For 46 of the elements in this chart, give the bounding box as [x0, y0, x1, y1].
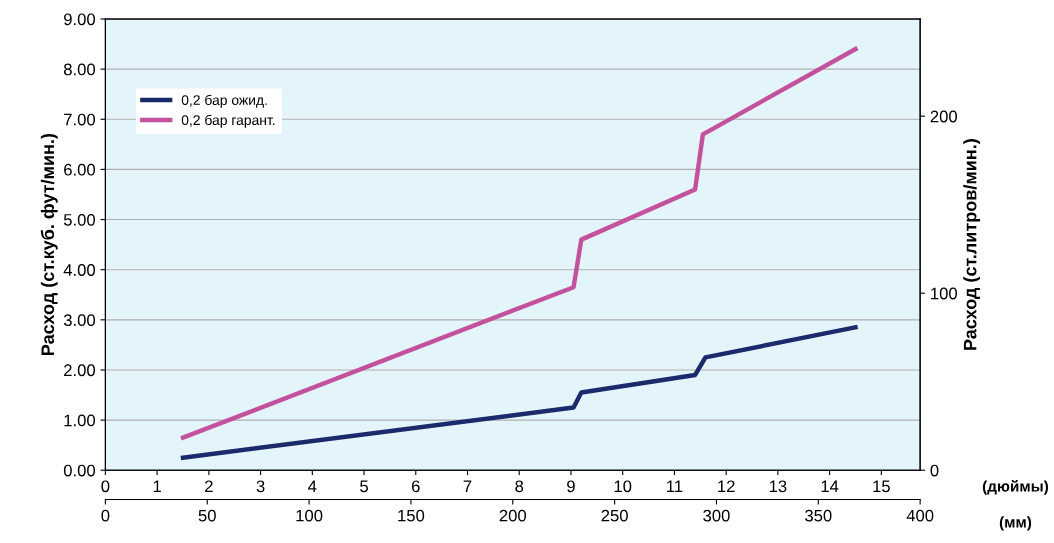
- x-tick-label: 8: [515, 480, 524, 493]
- x2-tick-label: 300: [703, 509, 730, 522]
- y-tick-label: 6.00: [64, 163, 96, 176]
- x-tick-label: 14: [821, 480, 839, 493]
- x-tick-label: 11: [667, 480, 683, 493]
- x2-tick-label: 50: [198, 509, 216, 522]
- y-tick-label: 9.00: [64, 13, 96, 26]
- y-tick-label: 0.00: [63, 464, 96, 477]
- x-tick-label: 13: [769, 480, 787, 493]
- y2-tick-label: 100: [931, 287, 958, 300]
- x-tick-label: 1: [153, 480, 161, 493]
- x2-tick-label: 250: [601, 509, 628, 522]
- x2-tick-label: 150: [398, 509, 425, 522]
- x2-tick-label: 200: [499, 509, 527, 522]
- x-axis-title: (дюймы): [982, 480, 1049, 495]
- y-tick-label: 3.00: [63, 314, 96, 327]
- x-tick-label: 10: [614, 480, 632, 493]
- legend-label: 0,2 бар гарант.: [181, 114, 275, 128]
- x2-axis-title: (мм): [999, 516, 1032, 531]
- y-tick-label: 1.00: [64, 414, 96, 427]
- y-tick-label: 4.00: [63, 264, 96, 276]
- y2-tick-label: 0: [930, 464, 939, 477]
- y-tick-label: 2.00: [64, 364, 96, 377]
- x-tick-label: 7: [463, 480, 472, 493]
- y-tick-label: 5.00: [63, 213, 96, 226]
- x2-tick-label: 350: [805, 509, 832, 522]
- x-tick-label: 4: [308, 480, 317, 493]
- y2-tick-label: 200: [930, 110, 958, 123]
- y-tick-label: 8.00: [63, 63, 96, 76]
- x2-tick-label: 400: [906, 509, 934, 522]
- y-axis-title: Расход (ст.куб. фут/мин.): [40, 133, 58, 355]
- y2-axis-title: Расход (ст.литров/мин.): [963, 139, 981, 350]
- x2-tick-label: 0: [101, 509, 110, 522]
- x-tick-label: 0: [101, 480, 110, 493]
- line-series: [180, 325, 858, 460]
- x-tick-label: 9: [567, 480, 575, 493]
- legend-label: 0,2 бар ожид.: [181, 94, 267, 108]
- line-series: [180, 46, 858, 440]
- x2-tick-label: 100: [296, 509, 323, 522]
- x-tick-label: 3: [256, 480, 265, 493]
- y-tick-label: 7.00: [64, 113, 96, 126]
- x-tick-label: 2: [205, 480, 213, 493]
- x-tick-label: 6: [411, 480, 420, 493]
- x-tick-label: 5: [360, 480, 368, 493]
- x-tick-label: 15: [873, 480, 890, 493]
- x-tick-label: 12: [718, 480, 735, 493]
